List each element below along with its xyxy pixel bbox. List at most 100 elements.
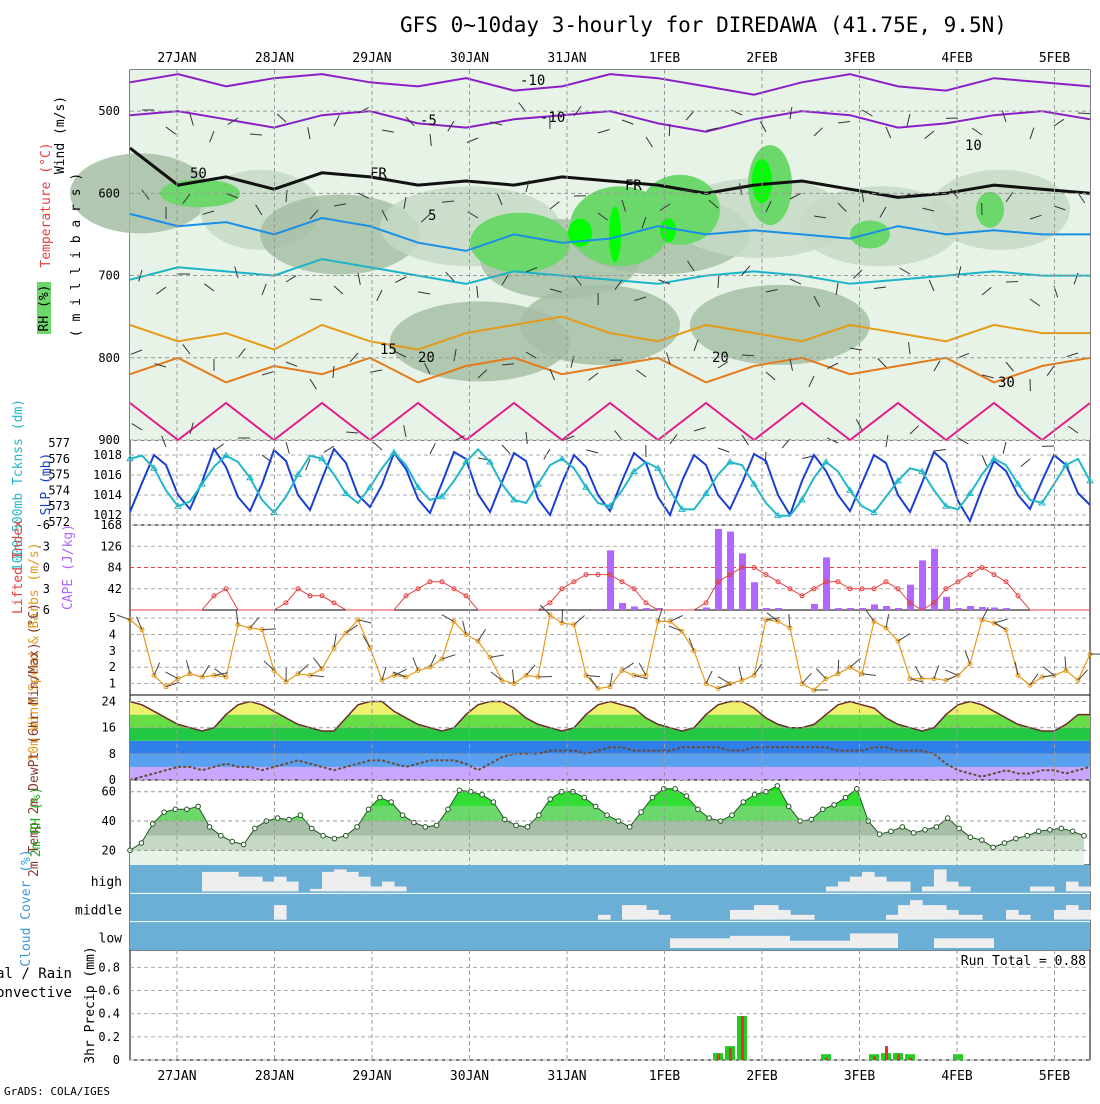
rh-moist-8 — [609, 206, 621, 262]
cape-bar — [715, 529, 722, 610]
cloud-high-bar — [334, 869, 347, 891]
rh-point — [309, 826, 314, 831]
rh-point — [275, 816, 280, 821]
wind-barb — [286, 442, 289, 454]
rh-point — [821, 807, 826, 812]
wind10-barb — [117, 615, 130, 620]
cloud-high-bar — [1030, 887, 1043, 892]
wind10-barb — [363, 636, 370, 648]
rh-point — [162, 810, 167, 815]
cloud-middle-bar — [754, 905, 767, 920]
cloud-high-bar — [274, 877, 287, 892]
temp-tick: 24 — [102, 695, 116, 709]
rh-point — [684, 794, 689, 799]
cloud-middle-bar — [742, 910, 755, 920]
rh-point — [139, 841, 144, 846]
wind10-barb — [965, 651, 970, 664]
rh-point — [480, 792, 485, 797]
cape-bar — [631, 607, 638, 611]
cloud-middle-bar — [934, 905, 947, 920]
cloud-high-bar — [838, 882, 851, 892]
cloud-middle-bar — [1054, 910, 1067, 920]
cape-bar — [727, 532, 734, 610]
cape-bar — [907, 585, 914, 610]
wind10-barb — [154, 663, 160, 676]
cape-bar — [895, 608, 902, 610]
precip-convective-bar — [825, 1058, 828, 1060]
rh-point — [741, 800, 746, 805]
cloud-middle-bar — [922, 905, 935, 920]
precip-total-bar — [953, 1054, 963, 1060]
cloud-middle-bar — [274, 905, 287, 920]
wind-barb — [502, 445, 510, 454]
cloud-high-bar — [358, 877, 371, 892]
wind10-barb — [838, 660, 839, 674]
rh-point — [241, 842, 246, 847]
rh-point — [911, 831, 916, 836]
ylabel-pressure: ( m i l l i b a r s ) — [69, 173, 84, 337]
cape-bar — [619, 603, 626, 610]
cape-bar — [883, 606, 890, 610]
cape-tick: 84 — [108, 561, 122, 575]
cape-bar — [595, 609, 602, 610]
cloud-middle-bar — [766, 905, 779, 920]
precip-tick: 0.6 — [98, 984, 120, 998]
x-tick-bottom: 27JAN — [157, 1069, 196, 1084]
rh-point — [355, 825, 360, 830]
rh-tick: 20 — [102, 843, 116, 857]
cloud-middle-bar — [946, 910, 959, 920]
precip-convective-bar — [909, 1058, 912, 1060]
cloud-high-bar — [226, 872, 239, 892]
wind10-barb — [298, 664, 308, 673]
wind-barb — [586, 450, 598, 453]
wind-tick: 5 — [109, 611, 116, 625]
cloud-low-bar — [790, 941, 850, 948]
wind10-barb — [915, 666, 922, 678]
rh-point — [1048, 828, 1053, 833]
x-tick-bottom: 2FEB — [746, 1069, 777, 1084]
cloud-low-bar — [934, 938, 994, 948]
x-tick-top: 4FEB — [941, 51, 972, 66]
cloud-middle-bar — [634, 905, 647, 920]
precip-convective-bar — [717, 1054, 720, 1060]
ylabel-cape: CAPE (J/kg) — [61, 524, 76, 610]
rh-point — [1082, 833, 1087, 838]
cape-bar — [943, 597, 950, 610]
wind10-barb — [816, 669, 826, 679]
rh-point — [593, 804, 598, 809]
cape-bar — [847, 608, 854, 610]
ylabel-rh2m: 2m RH (%) — [29, 787, 44, 857]
wind10-barb — [1078, 670, 1088, 680]
wind-barb — [982, 455, 987, 466]
legend-total-rain: Total / Rain — [0, 966, 72, 982]
ylabel-slp: SLP (mb) — [39, 453, 54, 516]
wind-tick: 2 — [109, 660, 116, 674]
wind-barb — [544, 449, 550, 459]
cape-tick: 126 — [100, 539, 122, 553]
chart-title: GFS 0~10day 3-hourly for DIREDAWA (41.75… — [400, 13, 1007, 37]
rh-point — [1014, 836, 1019, 841]
x-tick-bottom: 29JAN — [352, 1069, 391, 1084]
rh-point — [934, 825, 939, 830]
x-tick-bottom: 31JAN — [547, 1069, 586, 1084]
cape-bar — [811, 604, 818, 610]
wind-tick: 1 — [109, 677, 116, 691]
rh-point — [196, 804, 201, 809]
rh-point — [605, 813, 610, 818]
rh-point — [1070, 829, 1075, 834]
cloud-high-bar — [958, 887, 971, 892]
rh-tick: 40 — [102, 814, 116, 828]
cape-bar — [763, 608, 770, 610]
rh-point — [889, 829, 894, 834]
rh-point — [332, 836, 337, 841]
x-tick-top: 29JAN — [352, 51, 391, 66]
rh-point — [662, 787, 667, 792]
wind-tick: 3 — [109, 644, 116, 658]
wind10-barb — [262, 629, 276, 630]
rh-point — [1036, 829, 1041, 834]
precip-tick: 0.2 — [98, 1030, 120, 1044]
ylabel-lifted-index: Lifted Index — [11, 520, 26, 614]
wind10-barb — [1043, 667, 1054, 676]
cloud-middle-bar — [1066, 905, 1079, 920]
